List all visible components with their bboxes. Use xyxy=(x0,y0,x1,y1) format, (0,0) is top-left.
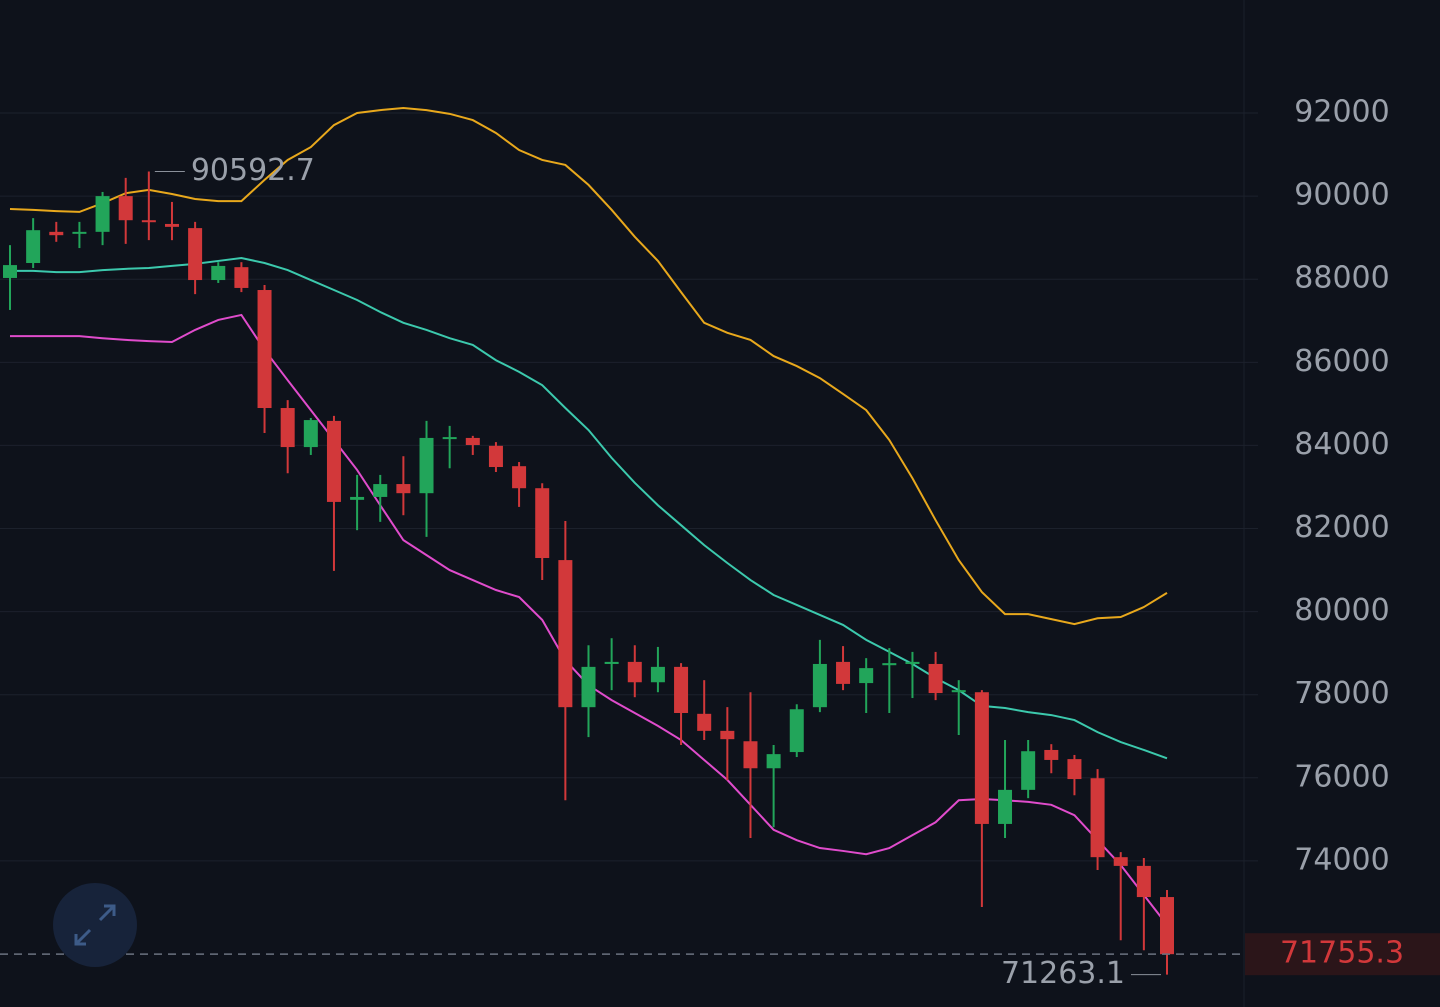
y-tick-label: 86000 xyxy=(1294,344,1389,379)
y-tick-label: 78000 xyxy=(1294,676,1389,711)
candle-body xyxy=(697,713,712,731)
candle-body xyxy=(766,754,781,769)
expand-button[interactable] xyxy=(53,883,137,967)
candle-body xyxy=(512,466,527,489)
candle-body xyxy=(303,420,318,448)
candle-body xyxy=(280,408,295,448)
candle-body xyxy=(118,196,133,221)
candle-body xyxy=(998,789,1013,824)
high-marker-label: 90592.7 xyxy=(191,153,315,188)
candle-body xyxy=(442,437,457,440)
candle-body xyxy=(396,484,411,494)
candle-body xyxy=(882,663,897,666)
candle-body xyxy=(650,666,665,683)
candle-body xyxy=(1044,749,1059,760)
candle-body xyxy=(951,690,966,693)
candle-body xyxy=(350,496,365,500)
candle-body xyxy=(373,484,388,497)
candle-body xyxy=(326,420,341,502)
candle-body xyxy=(188,228,203,281)
low-marker-label: 71263.1 xyxy=(1001,956,1125,991)
band-line xyxy=(10,257,1168,760)
y-tick-label: 90000 xyxy=(1294,178,1389,213)
last-price-box xyxy=(1245,933,1440,976)
candle-body xyxy=(465,437,480,445)
y-tick-label: 74000 xyxy=(1294,842,1389,877)
candle-body xyxy=(1113,857,1128,866)
candle-body xyxy=(1067,759,1082,780)
candle-body xyxy=(535,488,550,559)
candle-body xyxy=(26,230,41,264)
y-tick-label: 84000 xyxy=(1294,427,1389,462)
candle-body xyxy=(859,668,874,684)
candle-body xyxy=(1090,778,1105,858)
candle-body xyxy=(49,231,64,236)
candle-body xyxy=(627,661,642,683)
y-tick-label: 88000 xyxy=(1294,261,1389,296)
band-line xyxy=(9,107,1168,626)
candle-body xyxy=(812,663,827,708)
candle-body xyxy=(581,666,596,708)
candle-body xyxy=(141,220,156,223)
candle-body xyxy=(720,730,735,740)
candle-body xyxy=(558,560,573,708)
last-price-label: 71755.3 xyxy=(1280,936,1404,971)
candle-body xyxy=(789,709,804,753)
candle-body xyxy=(743,741,758,769)
candle-body xyxy=(257,290,272,409)
y-tick-label: 76000 xyxy=(1294,759,1389,794)
candle-body xyxy=(1021,751,1036,790)
candle-body xyxy=(164,223,179,227)
candle-body xyxy=(836,661,851,684)
candle-body xyxy=(604,661,619,664)
candle-body xyxy=(72,231,87,234)
candle-body xyxy=(1160,897,1174,955)
candle-body xyxy=(419,437,434,494)
y-tick-label: 80000 xyxy=(1294,593,1389,628)
candle-body xyxy=(95,196,110,232)
candle-body xyxy=(488,445,503,468)
y-tick-label: 92000 xyxy=(1294,95,1389,130)
candle-body xyxy=(928,663,943,694)
candle-body xyxy=(211,265,226,281)
candle-body xyxy=(974,692,989,824)
candle-body xyxy=(674,666,689,713)
y-tick-label: 82000 xyxy=(1294,510,1389,545)
candle-body xyxy=(1136,865,1151,898)
expand-button-bg[interactable] xyxy=(53,883,137,967)
expand-icon[interactable] xyxy=(74,904,116,946)
candle-body xyxy=(234,267,249,288)
candle-body xyxy=(905,661,920,664)
candle-body xyxy=(3,265,17,278)
